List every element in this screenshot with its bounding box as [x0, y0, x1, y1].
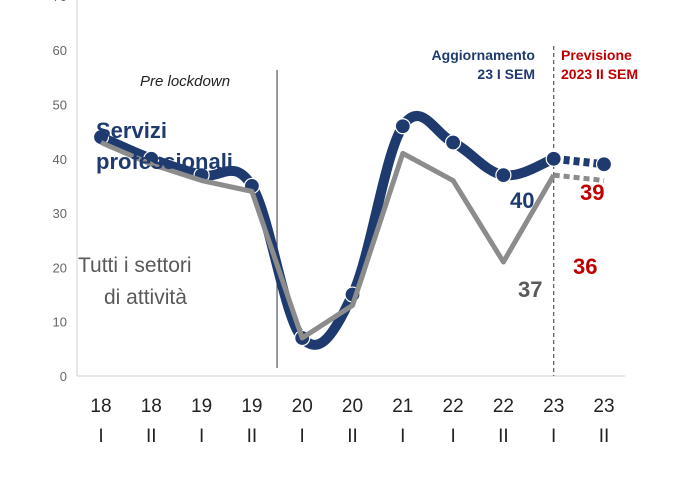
- x-tick-label: II: [347, 426, 358, 447]
- series1-label-line2: professionali: [96, 149, 233, 174]
- axes: 01020304050607018I18II19I19II20I20II21I2…: [53, 0, 625, 447]
- data-point-servizi-professionali: [545, 150, 562, 167]
- x-tick-label: I: [400, 426, 405, 447]
- series2-label-line2: di attività: [104, 286, 187, 309]
- x-tick-label: 18: [141, 396, 162, 417]
- x-tick-label: I: [199, 426, 204, 447]
- y-tick-label: 70: [53, 0, 67, 4]
- series-line-servizi-professionali: [96, 111, 559, 350]
- x-tick-label: 18: [90, 396, 111, 417]
- x-tick-label: 19: [241, 396, 262, 417]
- x-tick-label: II: [498, 426, 509, 447]
- x-tick-label: I: [300, 426, 305, 447]
- y-tick-label: 50: [53, 98, 67, 113]
- series-line-servizi-professionali-forecast: [553, 154, 605, 169]
- x-tick-label: I: [450, 426, 455, 447]
- data-point-servizi-professionali: [595, 156, 613, 173]
- series2-label-line1: Tutti i settori: [78, 254, 192, 277]
- pre-lockdown-label: Pre lockdown: [140, 73, 230, 90]
- x-tick-label: I: [98, 426, 103, 447]
- series-line-tutti-i-settori: [100, 140, 556, 341]
- x-tick-label: 23: [543, 396, 564, 417]
- x-tick-label: 20: [342, 396, 363, 417]
- previsione-label-line2: 2023 II SEM: [561, 66, 638, 82]
- aggiornamento-label-line1: Aggiornamento: [432, 47, 535, 63]
- x-tick-label: 20: [292, 396, 313, 417]
- value-label-40: 40: [510, 188, 534, 213]
- previsione-label-line1: Previsione: [561, 47, 632, 63]
- y-tick-label: 20: [53, 260, 67, 275]
- series1-label-line1: Servizi: [96, 118, 167, 143]
- y-tick-label: 0: [60, 369, 67, 384]
- x-tick-label: 22: [443, 396, 464, 417]
- x-tick-label: I: [551, 426, 556, 447]
- x-tick-label: 23: [593, 396, 614, 417]
- x-tick-label: 19: [191, 396, 212, 417]
- series-layer: [92, 111, 613, 350]
- data-point-servizi-professionali: [394, 118, 411, 135]
- data-point-servizi-professionali: [445, 134, 462, 151]
- y-tick-label: 40: [53, 152, 67, 167]
- value-label-39: 39: [580, 180, 604, 205]
- y-tick-label: 10: [53, 315, 67, 330]
- series-line-tutti-i-settori-forecast: [553, 172, 605, 184]
- x-tick-label: II: [247, 426, 258, 447]
- value-label-36: 36: [573, 254, 597, 279]
- x-tick-label: II: [146, 426, 157, 447]
- x-tick-label: II: [599, 426, 610, 447]
- labels: Pre lockdown Aggiornamento 23 I SEM Prev…: [78, 47, 638, 309]
- x-tick-label: 22: [493, 396, 514, 417]
- y-tick-label: 60: [53, 43, 67, 58]
- aggiornamento-label-line2: 23 I SEM: [477, 66, 535, 82]
- x-tick-label: 21: [392, 396, 413, 417]
- y-tick-label: 30: [53, 206, 67, 221]
- data-point-servizi-professionali: [495, 166, 512, 184]
- value-label-37: 37: [518, 277, 542, 302]
